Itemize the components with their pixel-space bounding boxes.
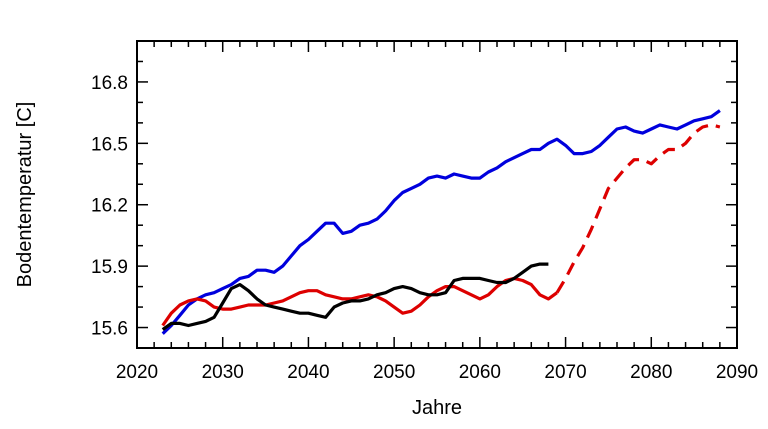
series-line-1 — [161, 109, 721, 335]
x-tick-label: 2060 — [459, 362, 501, 383]
x-tick-label: 2040 — [287, 362, 329, 383]
x-axis-title: Jahre — [412, 397, 462, 419]
y-tick-label: 15.9 — [91, 257, 128, 278]
x-tick-label: 2020 — [116, 362, 158, 383]
x-tick-label: 2080 — [630, 362, 672, 383]
series-line-2 — [161, 276, 558, 327]
y-tick-label: 16.2 — [91, 196, 128, 217]
y-axis-title: Bodentemperatur [C] — [14, 102, 36, 288]
y-tick-label: 16.5 — [91, 134, 128, 155]
series-line-3 — [555, 123, 721, 294]
x-tick-label: 2050 — [373, 362, 415, 383]
series-layer — [161, 109, 721, 335]
y-tick-label: 16.8 — [91, 73, 128, 94]
plot-frame — [136, 40, 738, 349]
x-tick-label: 2090 — [716, 362, 758, 383]
y-tick-label: 15.6 — [91, 319, 128, 340]
ticks-layer — [136, 40, 738, 349]
labels-layer: 2020 2030 2040 2050 2060 2070 2080 2090 15.6 15.9… — [91, 73, 758, 383]
x-tick-label: 2030 — [202, 362, 244, 383]
x-tick-label: 2070 — [544, 362, 586, 383]
series-line-4 — [161, 262, 549, 331]
